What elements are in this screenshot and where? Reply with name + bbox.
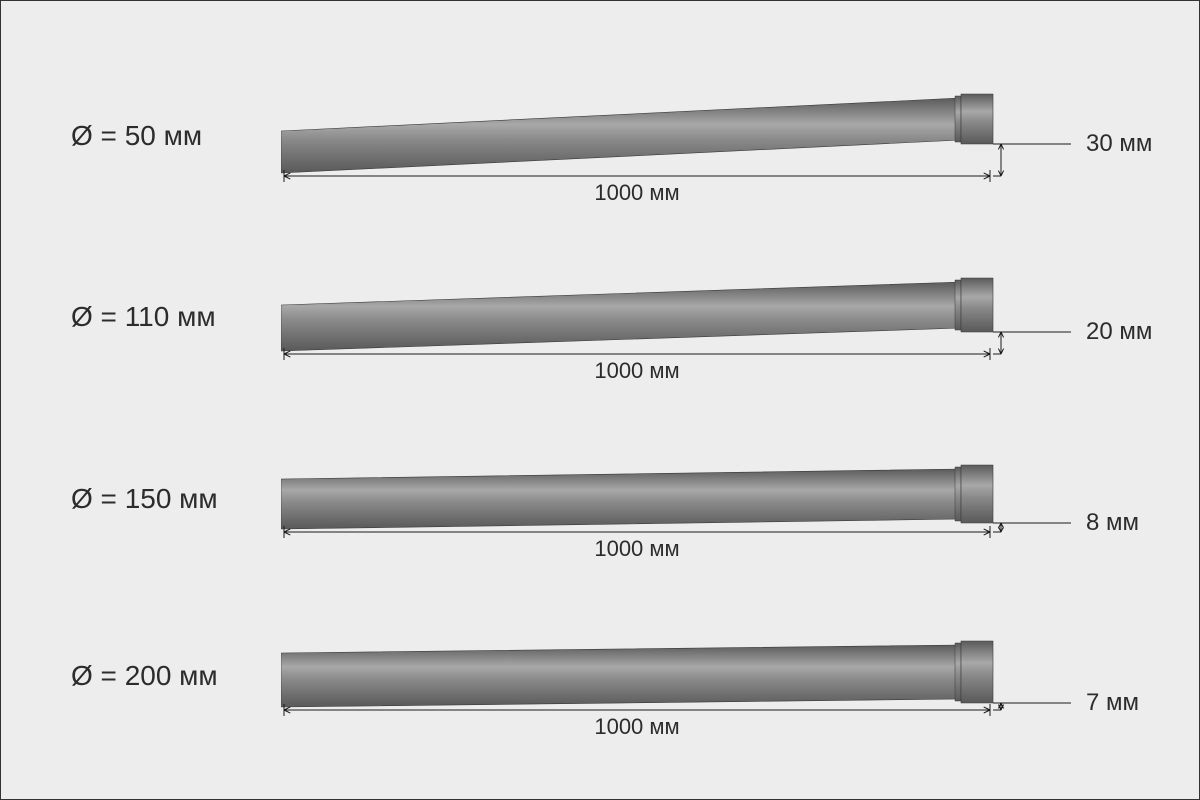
pipe-socket	[961, 465, 993, 523]
pipe-body	[281, 469, 961, 529]
length-dimension	[284, 707, 990, 713]
pipe-lip	[955, 643, 961, 701]
pipe-socket	[961, 94, 993, 144]
length-dimension	[284, 351, 990, 357]
rise-label: 7 мм	[1086, 689, 1139, 717]
diameter-label: Ø = 50 мм	[71, 120, 202, 152]
pipe-socket	[961, 278, 993, 332]
rise-dimension	[993, 332, 1071, 354]
rise-label: 30 мм	[1086, 130, 1152, 158]
length-label: 1000 мм	[594, 536, 679, 561]
length-dimension	[284, 173, 990, 179]
pipe-body	[281, 98, 961, 173]
rise-label: 8 мм	[1086, 509, 1139, 537]
pipe-socket	[961, 641, 993, 703]
pipe-figure: 1000 мм	[281, 235, 1101, 385]
length-label: 1000 мм	[594, 714, 679, 739]
diameter-label: Ø = 150 мм	[71, 483, 218, 515]
length-dimension	[284, 529, 990, 535]
pipe-body	[281, 645, 961, 707]
pipe-figure: 1000 мм	[281, 591, 1101, 741]
rise-dimension	[993, 523, 1071, 532]
length-label: 1000 мм	[594, 180, 679, 205]
rise-dimension	[993, 703, 1071, 710]
pipe-figure: 1000 мм	[281, 413, 1101, 563]
diagram-frame: { "background_color": "#eeeded", "border…	[0, 0, 1200, 800]
pipe-lip	[955, 96, 961, 142]
length-label: 1000 мм	[594, 358, 679, 383]
rise-dimension	[993, 144, 1071, 176]
pipe-lip	[955, 467, 961, 521]
pipe-figure: 1000 мм	[281, 57, 1101, 207]
diameter-label: Ø = 200 мм	[71, 660, 218, 692]
rise-label: 20 мм	[1086, 318, 1152, 346]
pipe-lip	[955, 280, 961, 330]
pipe-body	[281, 282, 961, 351]
diameter-label: Ø = 110 мм	[71, 301, 216, 333]
